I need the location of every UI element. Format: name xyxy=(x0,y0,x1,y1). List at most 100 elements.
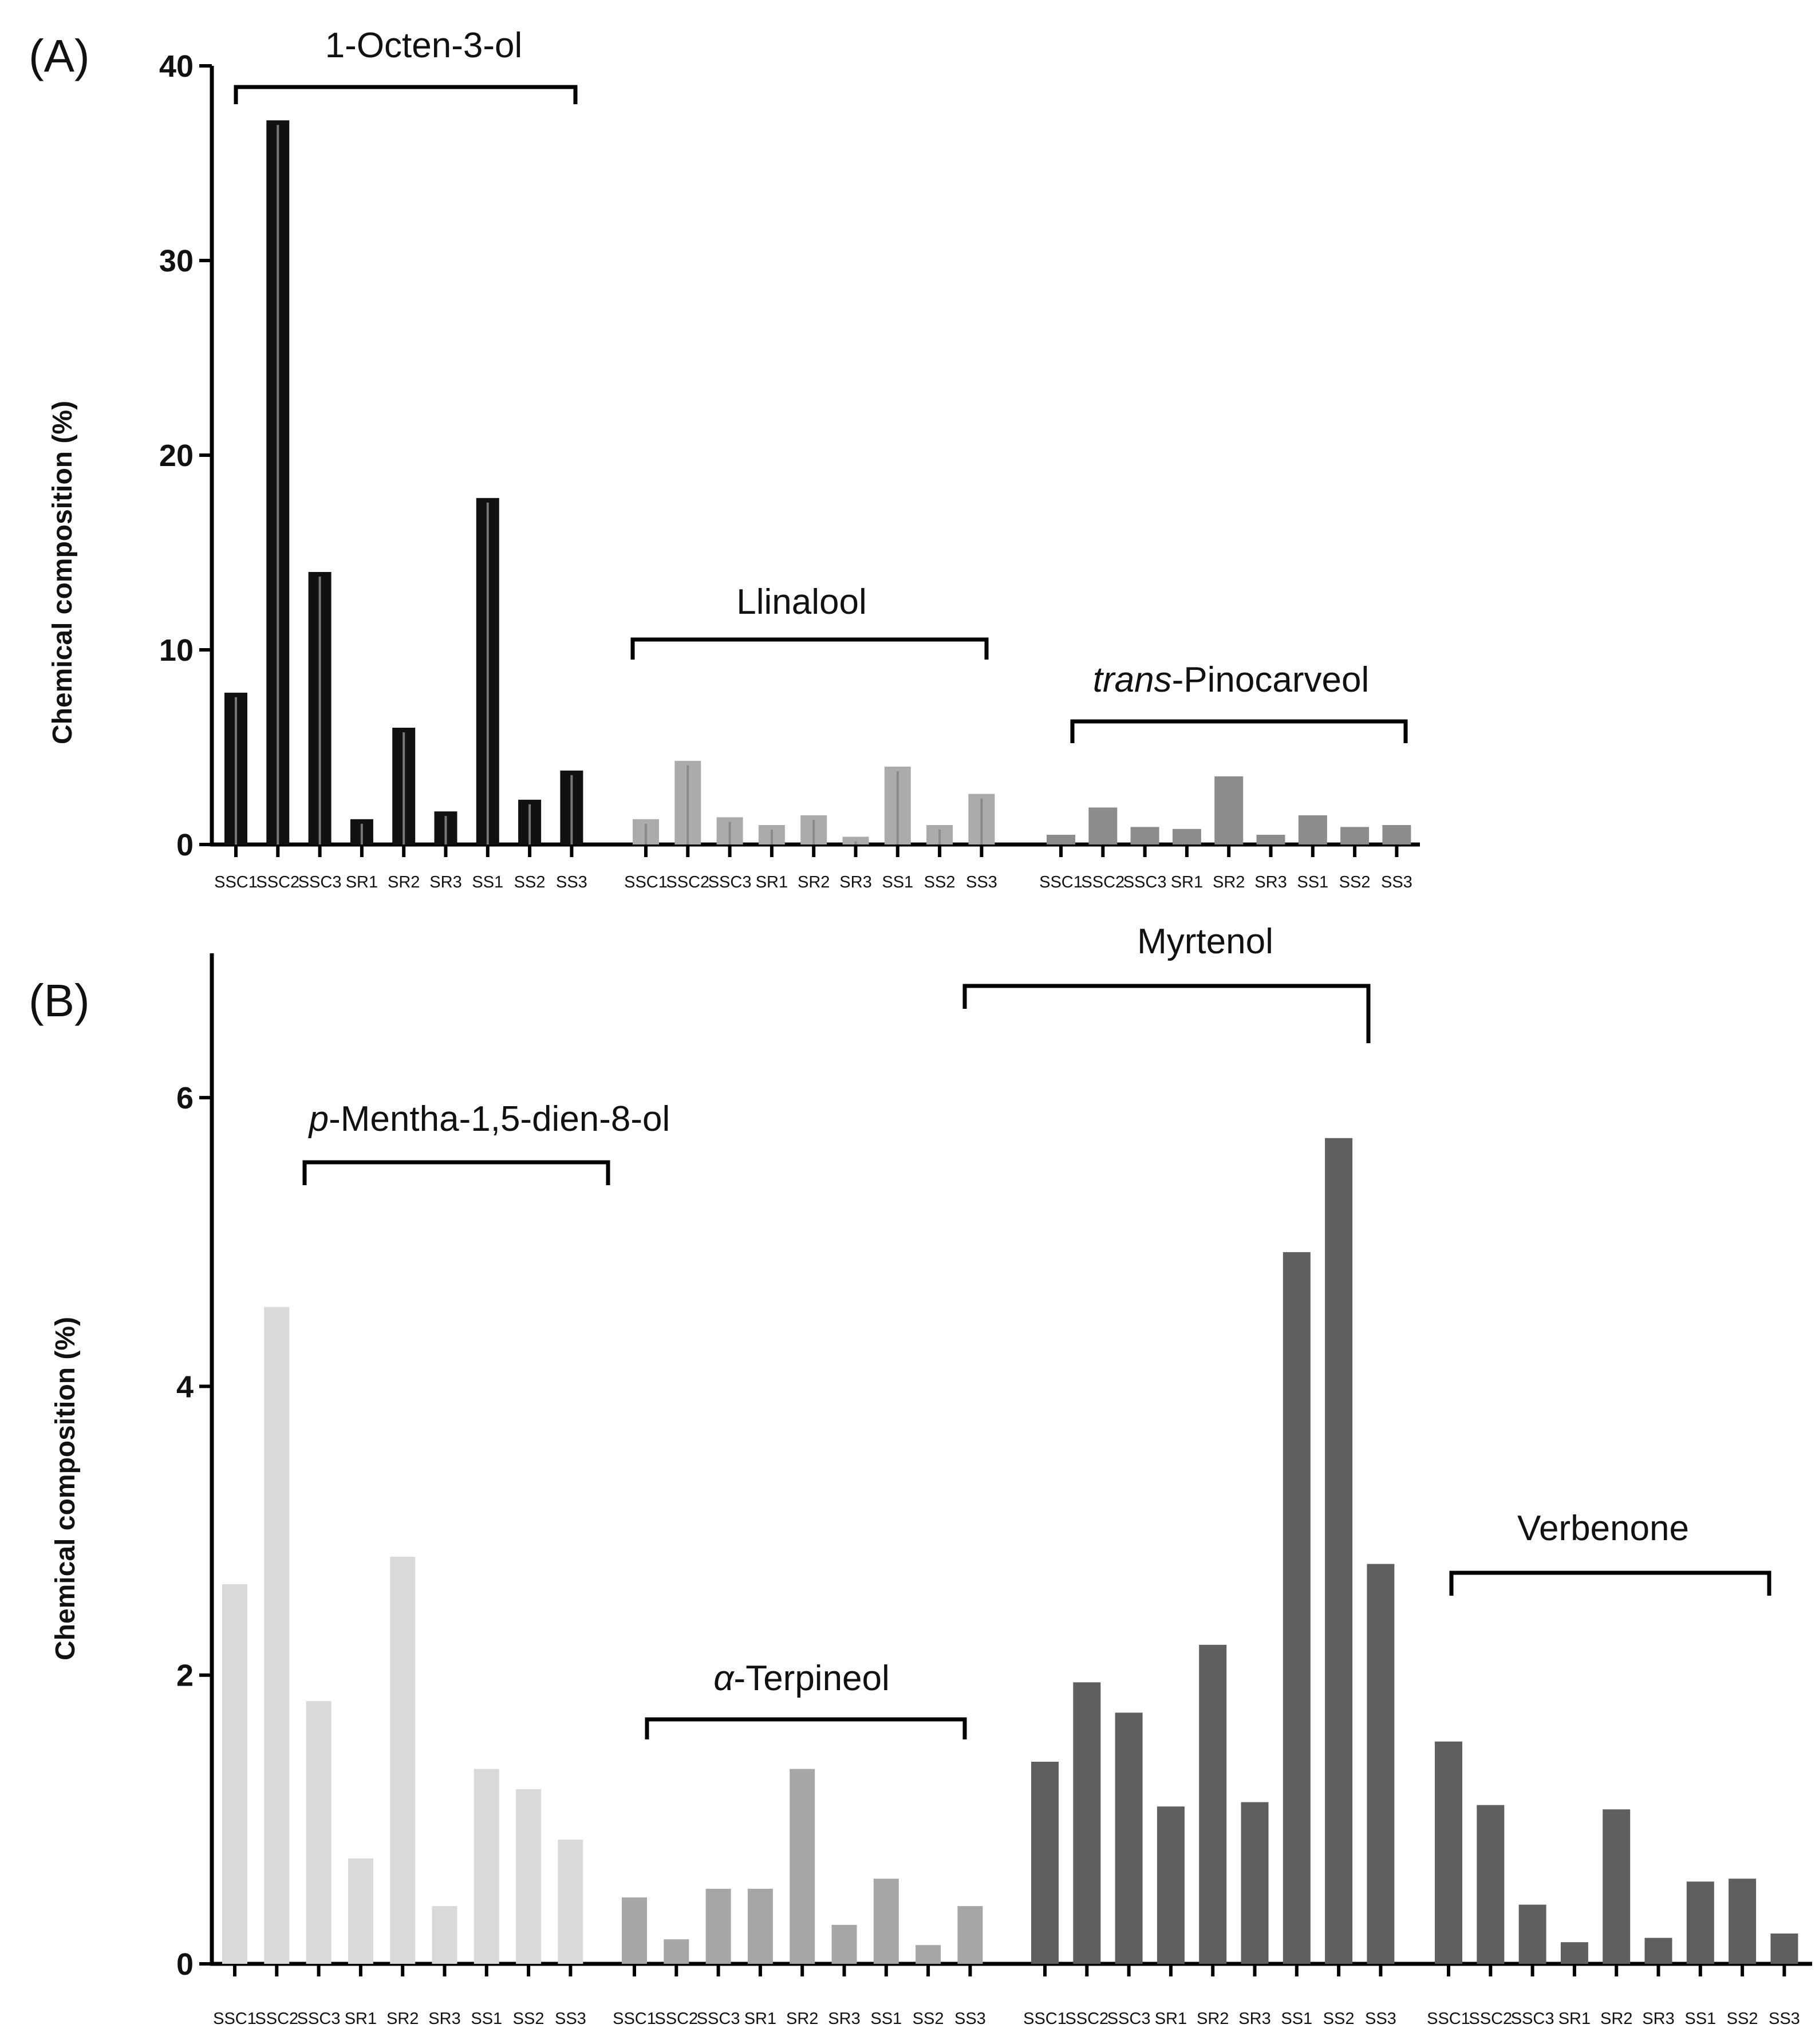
category-label: SS3 xyxy=(954,2010,986,2028)
bar-verbenone-ss1 xyxy=(1686,1881,1714,1964)
panel-a-y-tick-label: 40 xyxy=(159,49,194,84)
category-label: SSC3 xyxy=(1511,2010,1554,2028)
category-label: SS3 xyxy=(1381,873,1412,891)
category-label: SR2 xyxy=(798,873,830,891)
bar-verbenone-ss3 xyxy=(1770,1933,1798,1964)
panel-a-label: (A) xyxy=(29,30,90,81)
panel-b-y-tick-label: 2 xyxy=(176,1659,194,1693)
panel-a-chart: (A) 0 10 20 30 40 Chemical composition (%) SSC1… xyxy=(29,26,1420,891)
bar-myrtenol-sr1 xyxy=(1157,1806,1185,1964)
bar-trans-pinocarveol-sr3 xyxy=(1256,835,1285,845)
category-label: SS2 xyxy=(1727,2010,1758,2028)
group-title-1-octen-3-ol: 1-Octen-3-ol xyxy=(325,26,523,65)
category-label: SR1 xyxy=(1155,2010,1187,2028)
bar-terpineol-sr3 xyxy=(831,1924,857,1964)
bar-terpineol-ssc1 xyxy=(622,1897,647,1964)
panel-a-y-tick-label: 30 xyxy=(159,244,194,278)
bar-myrtenol-sr3 xyxy=(1241,1802,1269,1964)
category-label: SR2 xyxy=(1213,873,1245,891)
category-label: SS2 xyxy=(924,873,956,891)
category-label: SR3 xyxy=(428,2010,460,2028)
bar-p-mentha-1-5-dien-8-ol-ss3 xyxy=(558,1840,583,1964)
group-bracket-trans-pinocarveol xyxy=(1070,719,1408,743)
bar-myrtenol-sr2 xyxy=(1199,1644,1227,1964)
category-label: SS3 xyxy=(555,2010,586,2028)
category-label: SS2 xyxy=(514,873,546,891)
category-label: SS3 xyxy=(1769,2010,1800,2028)
category-label: SSC3 xyxy=(708,873,752,891)
panel-a-y-tick-label: 10 xyxy=(159,633,194,668)
category-label: SS1 xyxy=(1281,2010,1312,2028)
bar-verbenone-sr1 xyxy=(1560,1942,1588,1964)
bar-p-mentha-1-5-dien-8-ol-sr2 xyxy=(390,1556,416,1964)
category-label: SR1 xyxy=(756,873,788,891)
category-label: SSC1 xyxy=(214,873,258,891)
category-label: SSC3 xyxy=(297,2010,341,2028)
category-label: SS2 xyxy=(1339,873,1371,891)
category-label: SS2 xyxy=(1323,2010,1355,2028)
panel-b-label: (B) xyxy=(29,975,90,1026)
category-label: SSC2 xyxy=(255,2010,298,2028)
panel-a-y-tick-label: 0 xyxy=(176,828,194,862)
category-label: SR1 xyxy=(744,2010,776,2028)
group-bracket-1-octen-3-ol xyxy=(234,85,578,104)
bar-p-mentha-1-5-dien-8-ol-ssc3 xyxy=(306,1701,332,1964)
category-label: SSC1 xyxy=(613,2010,656,2028)
category-label: SR1 xyxy=(346,873,378,891)
bar-terpineol-ssc3 xyxy=(705,1888,731,1964)
category-label: SS1 xyxy=(472,873,503,891)
category-label: SS1 xyxy=(471,2010,502,2028)
category-label: SSC1 xyxy=(1427,2010,1470,2028)
category-label: SSC2 xyxy=(1469,2010,1512,2028)
category-label: SS3 xyxy=(1365,2010,1396,2028)
group-title-p-mentha-1-5-dien-8-ol: p-Mentha-1,5-dien-8-ol xyxy=(308,1099,670,1139)
category-label: SR1 xyxy=(345,2010,377,2028)
category-label: SR3 xyxy=(1254,873,1287,891)
bar-p-mentha-1-5-dien-8-ol-ssc1 xyxy=(222,1584,247,1964)
category-label: SSC3 xyxy=(1107,2010,1151,2028)
panel-a-y-tick-label: 20 xyxy=(159,439,194,473)
group-title-llinalool: Llinalool xyxy=(736,582,867,622)
category-label: SSC3 xyxy=(1123,873,1167,891)
bar-p-mentha-1-5-dien-8-ol-sr3 xyxy=(432,1906,457,1964)
panel-b-y-axis-title: Chemical composition (%) xyxy=(50,1317,81,1660)
bar-terpineol-ssc2 xyxy=(664,1939,689,1964)
bar-trans-pinocarveol-ss2 xyxy=(1340,827,1370,845)
bar-myrtenol-ssc2 xyxy=(1073,1682,1101,1964)
category-label: SS1 xyxy=(870,2010,902,2028)
category-label: SR3 xyxy=(839,873,871,891)
bar-myrtenol-ss1 xyxy=(1283,1252,1311,1964)
group-bracket-llinalool xyxy=(630,637,989,660)
category-label: SR1 xyxy=(1558,2010,1591,2028)
bar-verbenone-ssc2 xyxy=(1477,1805,1505,1964)
bar-verbenone-sr2 xyxy=(1603,1809,1631,1964)
category-label: SS1 xyxy=(882,873,913,891)
bar-p-mentha-1-5-dien-8-ol-sr1 xyxy=(348,1858,373,1964)
bar-trans-pinocarveol-ss3 xyxy=(1382,825,1411,845)
bar-myrtenol-ss3 xyxy=(1367,1564,1395,1964)
category-label: SR2 xyxy=(386,2010,419,2028)
group-bracket-p-mentha-1-5-dien-8-ol xyxy=(302,1160,610,1185)
category-label: SSC2 xyxy=(654,2010,698,2028)
panel-b-y-tick-label: 6 xyxy=(176,1081,194,1115)
bar-llinalool-sr3 xyxy=(842,836,869,845)
category-label: SR3 xyxy=(828,2010,860,2028)
category-label: SSC1 xyxy=(1039,873,1083,891)
category-label: SR2 xyxy=(1197,2010,1229,2028)
bar-terpineol-ss3 xyxy=(957,1906,983,1964)
bar-terpineol-ss1 xyxy=(873,1879,899,1964)
group-bracket-myrtenol xyxy=(962,984,1371,1043)
group-title-terpineol: α-Terpineol xyxy=(713,1659,890,1698)
category-label: SR2 xyxy=(1600,2010,1632,2028)
bar-trans-pinocarveol-ssc2 xyxy=(1088,807,1118,845)
group-bracket-terpineol xyxy=(645,1717,967,1739)
bar-p-mentha-1-5-dien-8-ol-ss1 xyxy=(474,1769,499,1964)
category-label: SR1 xyxy=(1171,873,1203,891)
category-label: SSC3 xyxy=(298,873,342,891)
category-label: SSC2 xyxy=(666,873,709,891)
